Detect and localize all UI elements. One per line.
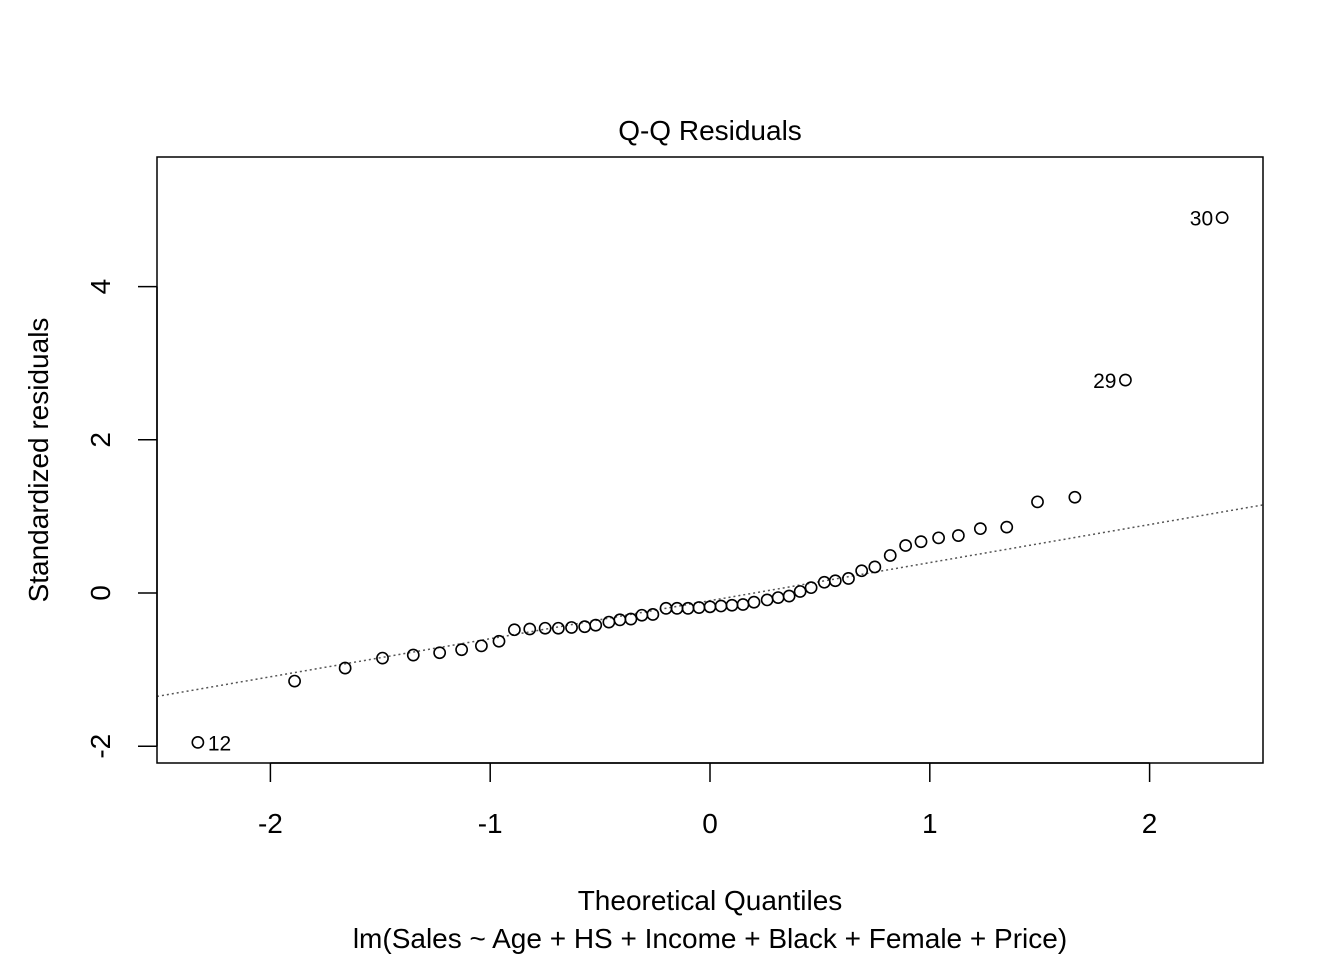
- data-point: [492, 634, 506, 648]
- x-tick-label: -2: [258, 808, 283, 839]
- y-axis-title: Standardized residuals: [23, 318, 54, 603]
- data-point: [523, 622, 537, 636]
- data-point: [932, 531, 945, 545]
- data-point: [855, 564, 869, 578]
- data-point: [868, 560, 882, 574]
- data-point: [507, 623, 521, 637]
- data-point: [951, 529, 965, 542]
- x-axis-title: Theoretical Quantiles: [578, 885, 843, 916]
- data-point: [646, 608, 660, 621]
- data-point: [455, 643, 469, 657]
- point-label: 29: [1093, 370, 1116, 393]
- data-point: [747, 595, 761, 609]
- y-axis: -2 0 2 4: [85, 279, 158, 759]
- data-point: [782, 589, 796, 603]
- data-point: [1215, 211, 1229, 225]
- data-point: [1031, 495, 1044, 509]
- x-tick-label: 0: [702, 808, 718, 839]
- point-label: 12: [208, 732, 231, 755]
- data-point: [828, 574, 842, 588]
- data-point: [1119, 373, 1132, 387]
- point-labels-group: 12 29 30: [208, 208, 1213, 756]
- chart-title: Q-Q Residuals: [618, 115, 802, 146]
- x-tick-label: 1: [922, 808, 938, 839]
- x-tick-label: 2: [1142, 808, 1158, 839]
- data-point: [475, 639, 488, 653]
- chart-subtitle: lm(Sales ~ Age + HS + Income + Black + F…: [353, 923, 1067, 954]
- data-point: [973, 522, 987, 536]
- y-tick-label: 0: [85, 585, 116, 601]
- y-tick-label: 2: [85, 432, 116, 448]
- data-point: [804, 581, 818, 595]
- data-point: [589, 618, 603, 632]
- data-point: [538, 621, 552, 635]
- data-point: [624, 612, 638, 626]
- data-point: [376, 651, 389, 665]
- data-point: [565, 621, 578, 634]
- data-point: [288, 674, 301, 688]
- data-point: [914, 535, 928, 549]
- data-point: [883, 549, 897, 562]
- data-point: [433, 646, 447, 660]
- data-point: [899, 539, 913, 552]
- data-point: [338, 661, 352, 675]
- data-point: [191, 735, 205, 749]
- data-point: [842, 572, 855, 585]
- y-tick-label: 4: [85, 279, 116, 295]
- points-group: [191, 211, 1229, 749]
- point-label: 30: [1190, 208, 1213, 231]
- data-point: [406, 648, 420, 662]
- x-axis: -2 -1 0 1 2: [258, 762, 1158, 839]
- data-point: [793, 585, 807, 598]
- data-point: [1000, 520, 1014, 534]
- data-point: [1068, 490, 1082, 504]
- x-tick-label: -1: [478, 808, 503, 839]
- data-point: [551, 621, 565, 635]
- y-tick-label: -2: [85, 734, 116, 759]
